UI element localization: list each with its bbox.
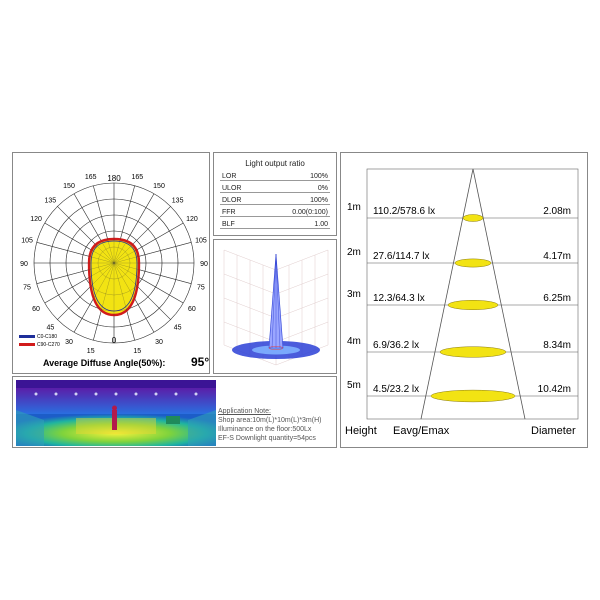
polar-grid-overlay — [33, 182, 195, 344]
cone-eavg-value: 110.2/578.6 lx — [373, 206, 435, 217]
footer-diameter: Diameter — [531, 425, 576, 437]
angle-label-left: 120 — [30, 216, 42, 223]
diffuse-angle-label: Average Diffuse Angle(50%): — [43, 358, 165, 368]
cone-panel: 1m 110.2/578.6 lx 2.08m 2m 27.6/114.7 lx 4.17… — [340, 152, 588, 448]
cone-eavg-value: 27.6/114.7 lx — [373, 251, 430, 262]
angle-label-right: 30 — [155, 339, 163, 346]
diffuse-angle-value: 95° — [191, 355, 209, 369]
angle-label-right: 120 — [186, 216, 198, 223]
legend-c90: C90-C270 — [37, 342, 60, 348]
lor-row: DLOR 100% — [220, 193, 330, 205]
note-line-2: Illuminance on the floor:500Lx — [218, 426, 312, 433]
lor-row-label: LOR — [222, 173, 237, 180]
beam-ellipse — [447, 300, 499, 310]
lor-panel: Light output ratio LOR 100% ULOR 0% DLOR 10… — [213, 152, 337, 236]
cone-outline — [420, 168, 526, 420]
cone-height: 3m — [347, 289, 361, 300]
cone-height: 4m — [347, 336, 361, 347]
beam-ellipse — [462, 214, 484, 222]
angle-label-right: 60 — [188, 306, 196, 313]
intensity-3d-plot — [223, 249, 329, 366]
cone-rows: 1m 110.2/578.6 lx 2.08m 2m 27.6/114.7 lx 4.17… — [347, 202, 578, 403]
angle-label-left: 45 — [46, 325, 54, 332]
angle-label-left: 90 — [20, 261, 28, 268]
plot-3d-panel — [213, 239, 337, 374]
cone-height: 5m — [347, 380, 361, 391]
cone-eavg-value: 4.5/23.2 lx — [373, 384, 419, 395]
angle-label-left: 135 — [45, 197, 57, 204]
polar-diagram: 180 0 165 165 150 150 135 135 120 120 105 105 90 90… — [19, 174, 209, 369]
angle-label-left: 60 — [32, 306, 40, 313]
lor-row-label: BLF — [222, 221, 235, 228]
lor-row-value: 0% — [317, 185, 328, 192]
cone-diameter: 4.17m — [543, 251, 571, 262]
angle-label-left: 15 — [87, 348, 95, 355]
lor-row-label: ULOR — [222, 185, 242, 192]
application-note: Application Note: Shop area:10m(L)*10m(L… — [218, 407, 321, 443]
lor-row: FFR 0.00(0:100) — [220, 205, 330, 217]
beam-ellipse — [454, 258, 492, 268]
angle-label-left: 150 — [63, 183, 75, 190]
label-0: 0 — [112, 336, 117, 345]
footer-height: Height — [345, 425, 377, 437]
floor-spread-inner — [252, 345, 300, 355]
lor-row-value: 100% — [310, 197, 328, 204]
beam-ellipse — [439, 346, 507, 358]
angle-label-right: 75 — [197, 284, 205, 291]
angle-label-right: 90 — [200, 261, 208, 268]
lor-row-label: DLOR — [222, 197, 242, 204]
footer-eavg: Eavg/Emax — [393, 425, 450, 437]
lor-row-value: 0.00(0:100) — [292, 209, 328, 216]
legend-swatch-c0 — [19, 335, 35, 338]
note-line-3: EF-S Downlight quantity=54pcs — [218, 435, 316, 442]
lor-title: Light output ratio — [245, 159, 305, 168]
cone-height: 1m — [347, 202, 361, 213]
cone-height: 2m — [347, 247, 361, 258]
angle-label-left: 165 — [85, 174, 97, 181]
legend-swatch-c90 — [19, 343, 35, 346]
cone-frame — [366, 168, 579, 420]
application-panel: Application Note: Shop area:10m(L)*10m(L… — [12, 376, 337, 448]
cone-eavg-value: 6.9/36.2 lx — [373, 340, 419, 351]
angle-label-right: 135 — [172, 197, 184, 204]
label-180: 180 — [107, 174, 121, 183]
angle-label-right: 105 — [195, 238, 207, 245]
angle-label-left: 75 — [23, 284, 31, 291]
cone-diameter: 6.25m — [543, 293, 571, 304]
cone-diameter: 10.42m — [538, 384, 571, 395]
lor-row-value: 100% — [310, 173, 328, 180]
angle-label-left: 30 — [65, 339, 73, 346]
beam-ellipse — [430, 389, 516, 403]
lor-row-value: 1.00 — [314, 221, 328, 228]
cone-diameter: 2.08m — [543, 206, 571, 217]
lor-row: ULOR 0% — [220, 181, 330, 193]
angle-label-right: 15 — [133, 348, 141, 355]
polar-panel: 180 0 165 165 150 150 135 135 120 120 105 105 90 90… — [12, 152, 210, 374]
lor-row: BLF 1.00 — [220, 217, 330, 229]
note-line-1: Shop area:10m(L)*10m(L)*3m(H) — [218, 417, 322, 424]
angle-label-right: 150 — [153, 183, 165, 190]
cone-eavg-value: 12.3/64.3 lx — [373, 293, 425, 304]
lor-row: LOR 100% — [220, 169, 330, 181]
angle-label-left: 105 — [21, 238, 33, 245]
person-figure — [112, 410, 117, 430]
angle-label-right: 45 — [174, 325, 182, 332]
cone-diagram: 1m 110.2/578.6 lx 2.08m 2m 27.6/114.7 lx 4.17… — [345, 168, 579, 437]
legend-c0: C0-C180 — [37, 334, 57, 340]
cone-diameter: 8.34m — [543, 340, 571, 351]
lor-row-label: FFR — [222, 209, 236, 216]
note-heading: Application Note: — [218, 408, 271, 415]
room-render — [16, 380, 216, 446]
angle-label-right: 165 — [131, 174, 143, 181]
